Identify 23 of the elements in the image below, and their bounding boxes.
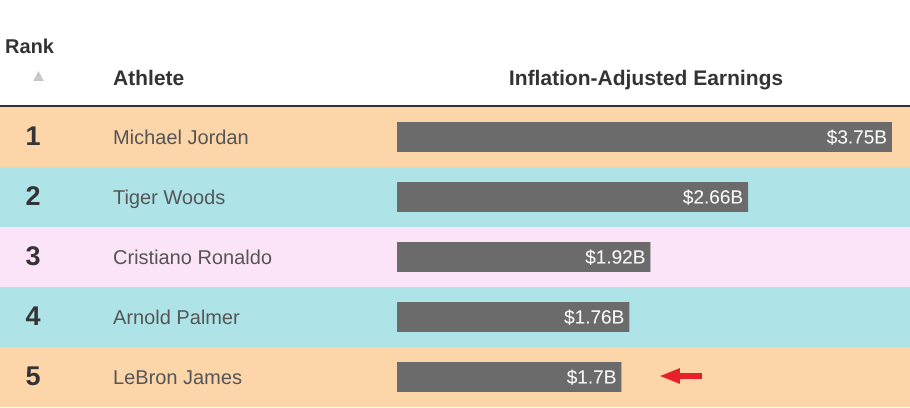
data-label: $1.76B	[564, 308, 624, 329]
text: 4	[24, 301, 42, 332]
bar	[397, 302, 630, 332]
data-label: $2.66B	[682, 188, 744, 209]
y-tick-label: Tiger Woods	[113, 187, 226, 209]
x-axis-title: Inflation-Adjusted Earnings	[508, 67, 784, 91]
y-tick-label: LeBron James	[113, 367, 242, 389]
text: 5	[24, 361, 42, 392]
data-label: $1.92B	[585, 248, 646, 269]
text: 2	[24, 181, 42, 212]
y-tick-label: Michael Jordan	[113, 127, 249, 149]
text: Rank	[5, 36, 54, 59]
y-tick-label: Cristiano Ronaldo	[113, 247, 272, 269]
y-axis-title: Athlete	[113, 67, 184, 91]
y-tick-label: Arnold Palmer	[113, 307, 240, 329]
data-label: $3.75B	[826, 128, 887, 149]
bar	[397, 122, 892, 152]
text: 1	[24, 121, 42, 152]
text: 3	[24, 241, 42, 272]
bar	[397, 182, 748, 212]
bar	[397, 362, 622, 392]
data-label: $1.7B	[566, 368, 616, 389]
bar	[397, 242, 650, 272]
